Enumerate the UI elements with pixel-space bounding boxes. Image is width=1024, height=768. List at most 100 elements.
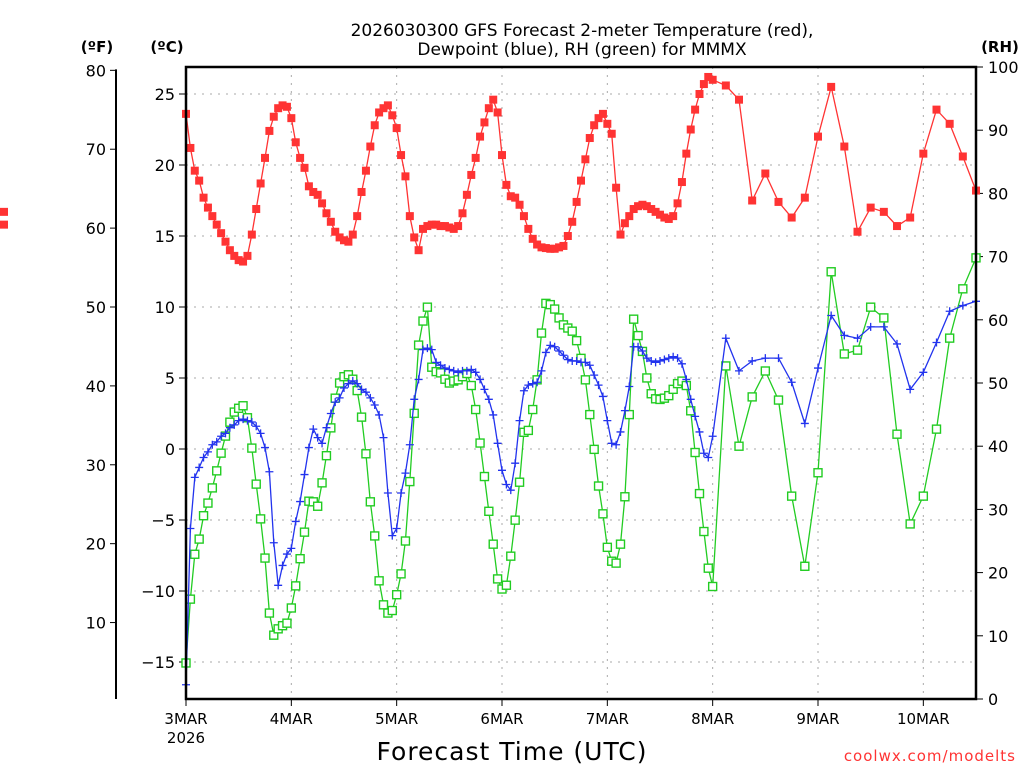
temperature-point	[243, 251, 252, 260]
dewpoint-point	[282, 550, 291, 559]
dewpoint-point	[607, 439, 616, 448]
fahrenheit-tick-label: 40	[86, 377, 106, 396]
dewpoint-point	[603, 416, 612, 425]
temperature-point	[721, 81, 730, 90]
rh-point	[203, 498, 213, 508]
dewpoint-point	[493, 439, 502, 448]
temperature-point	[708, 75, 717, 84]
temperature-point	[484, 104, 493, 113]
rh-point	[387, 605, 397, 616]
fahrenheit-tick-label: 80	[86, 61, 106, 80]
dewpoint-point	[405, 440, 414, 449]
temperature-point	[225, 246, 234, 255]
temperature-point	[274, 104, 283, 113]
fahrenheit-unit-label: (ºF)	[81, 38, 113, 56]
temperature-point	[217, 229, 226, 238]
rh-point	[260, 553, 270, 563]
dewpoint-point	[370, 400, 379, 409]
rh-point	[185, 594, 196, 604]
temperature-point	[432, 220, 441, 229]
temperature-point	[489, 95, 498, 104]
rh-tick-label: 60	[988, 311, 1008, 330]
rh-tick-label: 80	[988, 184, 1008, 203]
temperature-point	[958, 152, 967, 161]
temperature-point	[546, 244, 555, 253]
temperature-point	[392, 124, 401, 133]
rh-point	[286, 603, 297, 613]
temperature-point	[550, 244, 559, 253]
dewpoint-point	[642, 354, 651, 363]
temperature-point	[419, 224, 427, 233]
temperature-point	[603, 119, 612, 128]
temperature-point	[234, 256, 243, 265]
temperature-point	[585, 134, 594, 143]
temperature-point	[651, 207, 660, 216]
rh-point	[628, 314, 639, 324]
temperature-point	[541, 244, 550, 253]
dewpoint-point	[221, 429, 230, 438]
dewpoint-point	[559, 351, 568, 360]
dewpoint-point	[555, 347, 564, 356]
rh-tick-label: 90	[988, 121, 1008, 140]
temperature-point	[357, 187, 366, 196]
dewpoint-point	[893, 339, 901, 348]
dewpoint-point	[945, 307, 954, 316]
dewpoint-point	[853, 334, 862, 343]
dewpoint-point	[612, 440, 621, 449]
x-tick-label: 6MAR	[480, 710, 523, 728]
temperature-point	[638, 200, 647, 209]
series-rh	[181, 253, 981, 668]
temperature-point	[761, 169, 770, 178]
dewpoint-point	[620, 406, 629, 415]
dewpoint-point	[814, 364, 822, 373]
temperature-point	[379, 104, 388, 113]
rh-tick-label: 20	[988, 564, 1008, 583]
temperature-point	[919, 149, 928, 158]
temperature-point	[265, 126, 274, 135]
rh-point	[484, 506, 494, 516]
dewpoint-point	[669, 352, 678, 361]
rh-point	[391, 590, 402, 600]
dewpoint-point	[401, 469, 410, 478]
dewpoint-point	[563, 355, 572, 364]
temperature-point	[787, 213, 796, 222]
dewpoint-point	[199, 453, 208, 462]
dewpoint-point	[269, 538, 278, 547]
temperature-point	[480, 118, 489, 127]
dewpoint-point	[462, 366, 471, 375]
fahrenheit-axis: 80 70 60 50 40 30 20 10	[86, 61, 117, 699]
dewpoint-point	[388, 531, 397, 540]
temperature-point	[932, 105, 941, 114]
temperature-point	[344, 237, 353, 246]
rh-point	[194, 534, 204, 544]
rh-point	[282, 618, 292, 628]
rh-line	[185, 257, 977, 664]
rh-point	[905, 519, 915, 529]
dewpoint-point	[800, 419, 809, 428]
dewpoint-point	[660, 355, 669, 364]
rh-tick-label: 100	[988, 58, 1019, 77]
rh-point	[396, 569, 406, 579]
rh-point	[865, 302, 876, 312]
temperature-point	[598, 109, 607, 118]
temperature-point	[866, 203, 875, 212]
dewpoint-point	[186, 524, 195, 533]
dewpoint-point	[410, 395, 419, 404]
dewpoint-point	[300, 470, 309, 479]
temperature-point	[735, 95, 743, 104]
temperature-point	[353, 212, 362, 221]
rh-point	[506, 551, 516, 561]
rh-point	[479, 471, 490, 482]
fahrenheit-tick-label: 50	[86, 298, 106, 317]
temperature-point	[625, 212, 634, 221]
rh-point	[589, 444, 599, 455]
plot-frame	[184, 65, 978, 701]
temperature-point	[203, 203, 212, 212]
dewpoint-point	[414, 375, 423, 384]
rh-point	[707, 581, 718, 592]
rh-point	[624, 409, 634, 420]
temperature-point	[555, 243, 564, 252]
dewpoint-point	[524, 381, 533, 390]
dewpoint-point	[432, 358, 441, 367]
